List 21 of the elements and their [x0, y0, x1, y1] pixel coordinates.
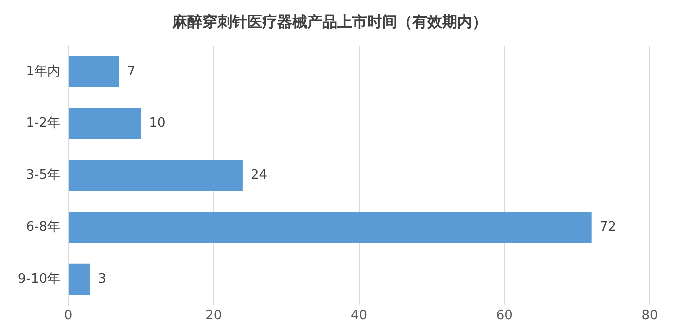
y-tick-label: 1-2年 — [26, 116, 61, 132]
bar — [69, 212, 592, 244]
x-tick-label: 40 — [350, 308, 368, 324]
x-tick-label: 20 — [206, 308, 222, 324]
y-tick-label: 6-8年 — [26, 220, 61, 235]
data-label: 3 — [98, 272, 107, 287]
bar — [69, 264, 90, 296]
bar — [69, 56, 120, 88]
data-label: 7 — [127, 64, 136, 80]
y-tick-label: 9-10年 — [18, 272, 61, 287]
x-tick-label: 60 — [496, 308, 513, 324]
bar — [69, 160, 243, 192]
data-label: 10 — [149, 116, 166, 132]
x-tick-label: 80 — [642, 308, 658, 324]
bar — [69, 108, 142, 140]
y-tick-label: 1年内 — [26, 64, 61, 80]
y-tick-label: 3-5年 — [26, 168, 61, 184]
data-label: 24 — [250, 168, 268, 184]
chart-title: 麻醉穿刺针医疗器械产品上市时间（有效期内） — [172, 12, 488, 31]
x-tick-label: 0 — [64, 308, 73, 324]
data-label: 72 — [600, 220, 616, 235]
